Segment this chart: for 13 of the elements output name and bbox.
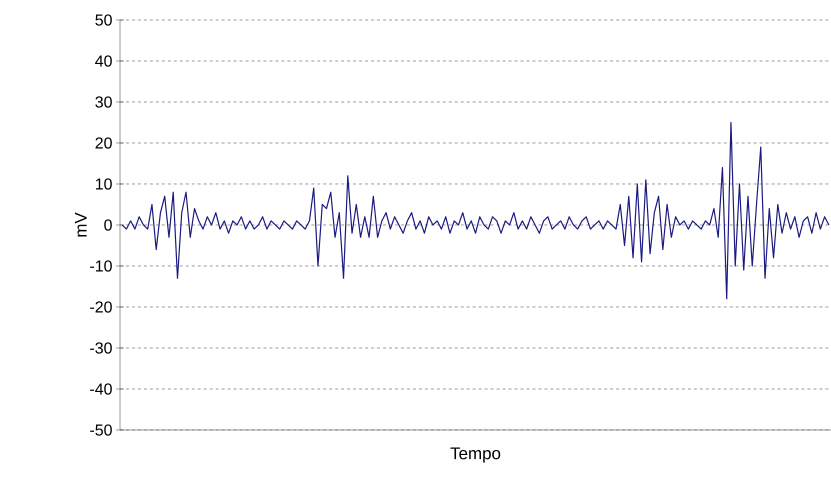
y-tick-label: 30 [95, 96, 112, 108]
y-axis-title: mV [74, 212, 87, 237]
y-tick-label: -40 [90, 383, 112, 395]
y-tick-label: 50 [95, 14, 112, 26]
y-tick-label: -10 [90, 260, 112, 272]
y-tick-label: 20 [96, 137, 112, 149]
x-axis-title: Tempo [450, 448, 500, 463]
y-tick-label: 10 [96, 178, 112, 190]
y-tick-label: -30 [90, 342, 112, 354]
y-tick-label: 0 [104, 219, 112, 231]
y-tick-label: -20 [90, 301, 112, 313]
y-tick-label: -50 [90, 424, 112, 436]
y-tick-label: 40 [95, 55, 112, 67]
